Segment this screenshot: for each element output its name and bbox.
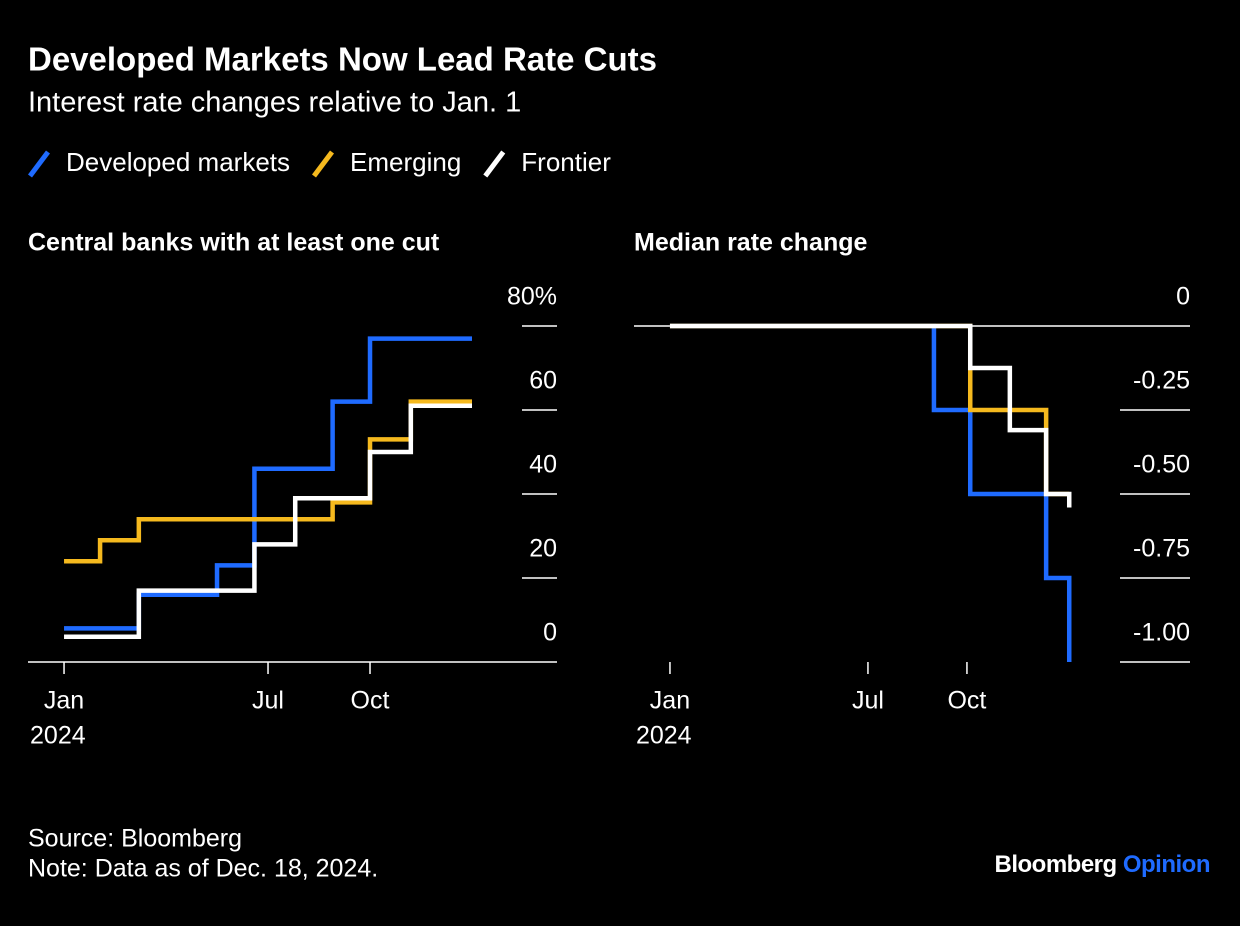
legend-swatch [483, 150, 506, 178]
y-tick-label: 0 [1176, 283, 1190, 311]
y-tick-label: 0 [543, 619, 557, 647]
y-tick-label: 80% [507, 283, 557, 311]
logo: Bloomberg Opinion [995, 851, 1211, 878]
y-tick-label: -1.00 [1133, 619, 1190, 647]
x-tick-label: Oct [947, 687, 986, 715]
legend-label: Developed markets [66, 147, 290, 177]
y-tick-label: 60 [529, 367, 557, 395]
chart-title: Developed Markets Now Lead Rate Cuts [28, 41, 657, 78]
series-line [669, 323, 1072, 508]
x-year-label: 2024 [30, 722, 86, 750]
panel-title: Central banks with at least one cut [28, 229, 440, 257]
logo-brand: Bloomberg [995, 851, 1117, 878]
x-year-label: 2024 [636, 722, 692, 750]
note: Note: Data as of Dec. 18, 2024. [28, 855, 378, 883]
y-tick-label: 20 [529, 535, 557, 563]
legend-label: Emerging [350, 147, 461, 177]
x-tick-label: Jul [252, 687, 284, 715]
series-line [64, 403, 473, 640]
source: Source: Bloomberg [28, 825, 242, 853]
series-line [669, 323, 1072, 662]
x-tick-label: Oct [351, 687, 390, 715]
y-tick-label: -0.75 [1133, 535, 1190, 563]
y-tick-label: -0.25 [1133, 367, 1190, 395]
y-tick-label: 40 [529, 451, 557, 479]
x-tick-label: Jan [44, 687, 84, 715]
chart-subtitle: Interest rate changes relative to Jan. 1 [28, 87, 521, 119]
series-line [64, 336, 473, 631]
logo-section: Opinion [1123, 851, 1210, 878]
panel-title: Median rate change [634, 229, 867, 257]
x-tick-label: Jan [650, 687, 690, 715]
x-tick-label: Jul [852, 687, 884, 715]
y-tick-label: -0.50 [1133, 451, 1190, 479]
legend-swatch [312, 150, 334, 178]
legend-label: Frontier [521, 147, 611, 177]
legend-swatch [28, 150, 50, 178]
